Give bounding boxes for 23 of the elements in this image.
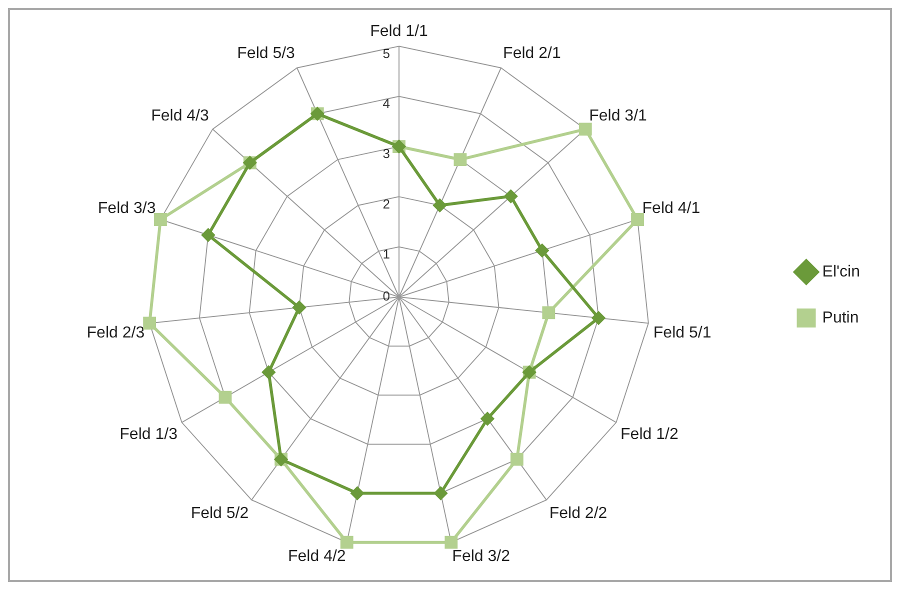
spoke-label: Feld 2/1	[503, 45, 561, 62]
spoke-label: Feld 3/2	[452, 548, 510, 566]
spoke-label: Feld 3/3	[98, 200, 156, 217]
y-tick-label: 5	[382, 46, 390, 61]
spoke-label: Feld 4/2	[288, 548, 346, 566]
y-tick-label: 3	[382, 146, 390, 162]
spoke-label: Feld 2/3	[86, 324, 145, 342]
spoke-label: Feld 1/1	[370, 23, 428, 40]
spoke-label: Feld 5/2	[190, 504, 249, 522]
spoke-label: Feld 5/1	[653, 324, 712, 342]
legend-label: El'cin	[822, 263, 860, 280]
spoke-label: Feld 3/1	[589, 108, 648, 125]
spoke-label: Feld 1/3	[120, 426, 178, 443]
spoke-label: Feld 2/2	[549, 504, 608, 522]
y-tick-label: 2	[382, 196, 390, 212]
spoke-label: Feld 4/1	[642, 200, 700, 217]
y-tick-label: 1	[382, 246, 390, 262]
spoke-label: Feld 1/2	[620, 426, 678, 443]
spoke-label: Feld 4/3	[151, 108, 210, 125]
legend-label: Putin	[822, 309, 859, 326]
y-tick-label: 0	[382, 288, 390, 304]
spoke-label: Feld 5/3	[237, 45, 296, 62]
y-tick-label: 4	[382, 96, 390, 111]
